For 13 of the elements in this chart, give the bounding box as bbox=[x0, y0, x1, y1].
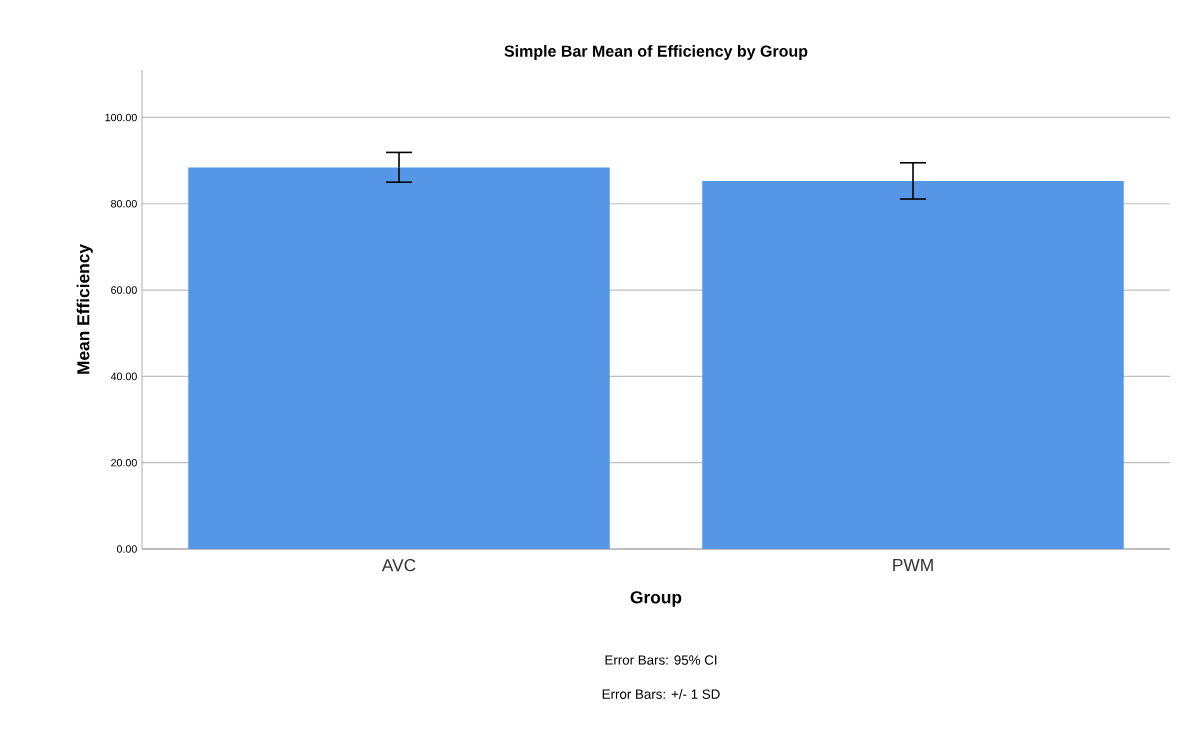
x-tick-label: PWM bbox=[893, 559, 933, 571]
y-tick-label: 60.00 bbox=[111, 286, 137, 294]
chart-title: Simple Bar Mean of Efficiency by Group bbox=[504, 45, 808, 60]
x-tick-label: AVC bbox=[381, 559, 416, 572]
y-tick-label: 20.00 bbox=[111, 458, 137, 467]
y-tick-label: 0.00 bbox=[116, 545, 137, 553]
y-axis-title: Mean Efficiency bbox=[76, 244, 93, 374]
y-tick-label: 100.00 bbox=[105, 113, 137, 122]
x-axis-title: Group bbox=[630, 591, 682, 607]
y-tick-label: 80.00 bbox=[111, 200, 137, 208]
text: Error Bars: +/- 1 SD bbox=[602, 689, 720, 699]
text: Error Bars: 95% CI bbox=[605, 655, 717, 665]
y-tick-label: 40.00 bbox=[110, 372, 137, 381]
